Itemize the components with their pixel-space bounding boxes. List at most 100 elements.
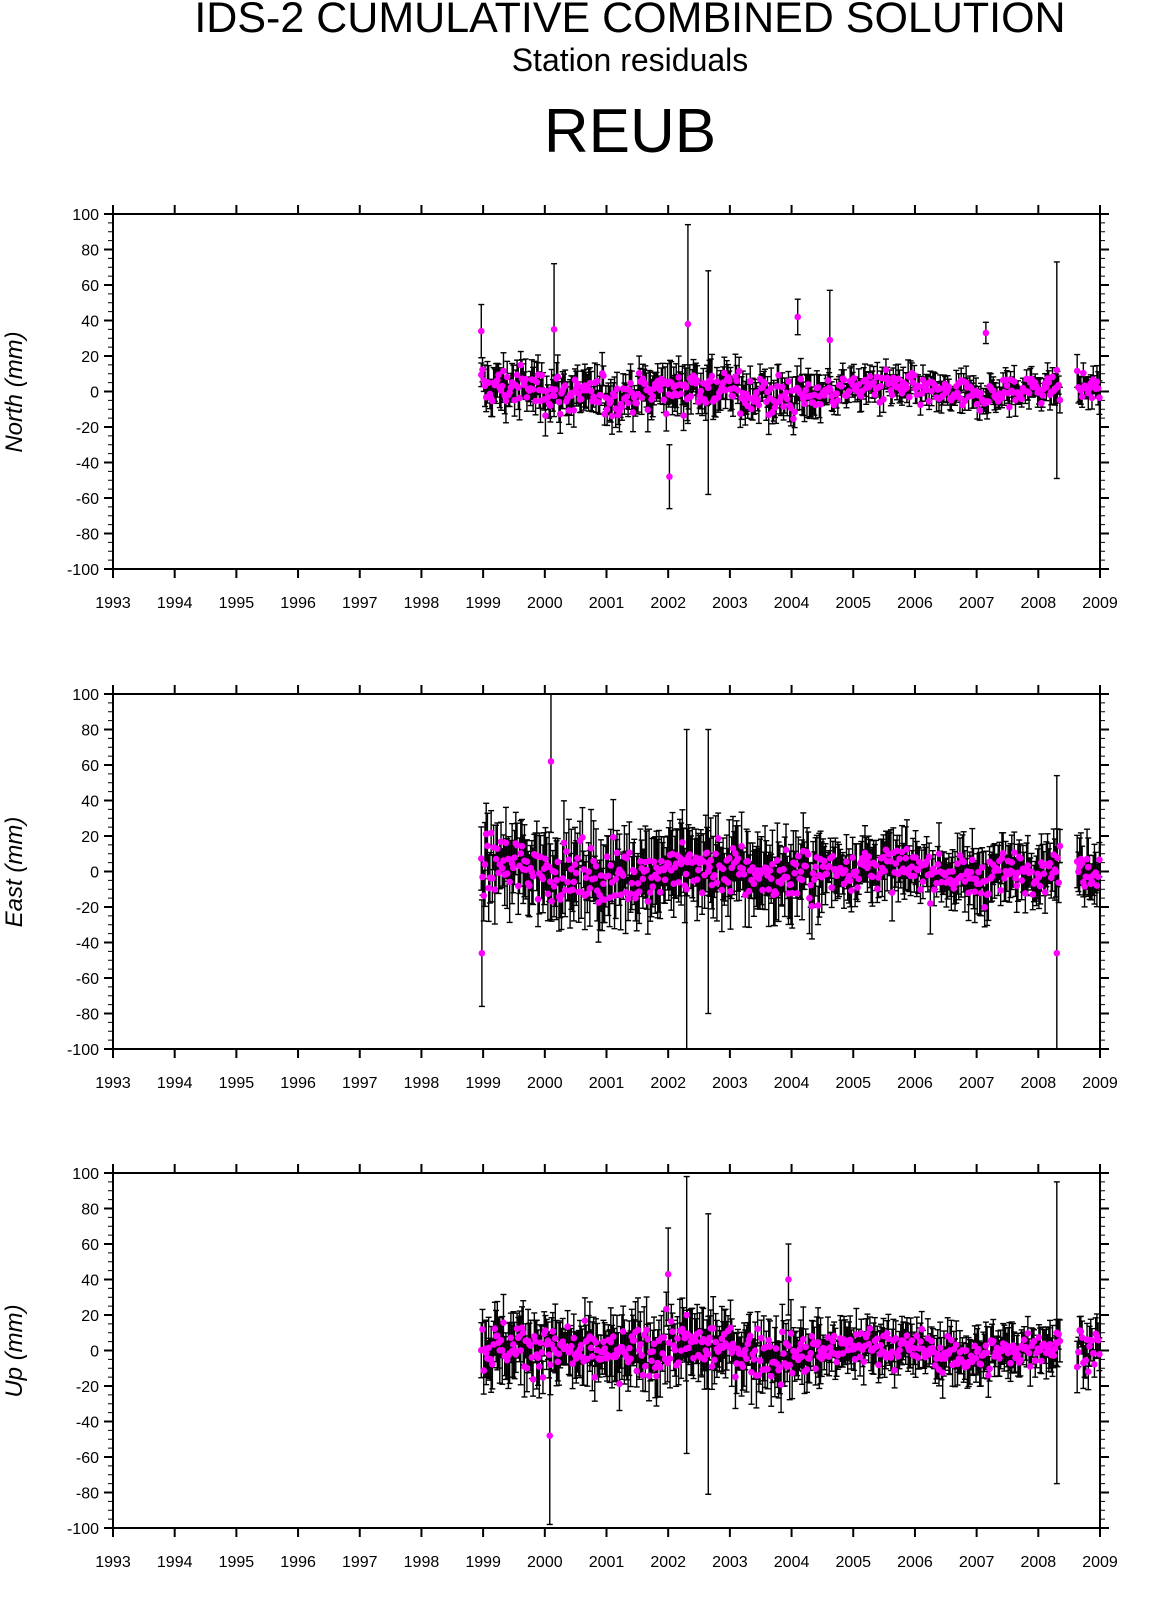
data-point: [928, 387, 935, 395]
data-point: [740, 871, 748, 878]
data-point: [809, 870, 817, 877]
data-point: [739, 865, 747, 873]
data-point: [935, 850, 943, 858]
data-point: [623, 854, 631, 862]
data-point: [797, 375, 805, 383]
data-point: [574, 380, 581, 388]
data-point: [783, 395, 791, 403]
data-point: [906, 393, 913, 401]
data-point: [707, 856, 715, 864]
data-point: [853, 868, 860, 875]
data-point: [869, 873, 876, 881]
data-point: [565, 407, 573, 414]
data-point: [517, 361, 525, 369]
x-tick-label: 2003: [712, 1075, 748, 1092]
x-tick-label: 1999: [465, 1554, 501, 1571]
data-point: [914, 866, 922, 874]
data-point: [1054, 854, 1061, 862]
data-point: [693, 876, 701, 883]
chart-panel-north: 1993 1994 1995 1996 1997 1998 1999 2000 2001 2002…: [1, 205, 1118, 612]
x-tick-label: 1993: [95, 595, 131, 612]
data-point: [1018, 395, 1025, 403]
data-point: [1077, 387, 1085, 394]
data-point: [819, 863, 827, 870]
data-point: [713, 378, 721, 385]
data-point: [592, 862, 600, 870]
data-point: [1078, 393, 1086, 401]
data-point: [642, 380, 649, 387]
data-point: [827, 386, 834, 393]
y-tick-label: 20: [81, 1308, 99, 1325]
data-point: [1056, 842, 1064, 850]
data-point: [569, 886, 576, 894]
data-point: [1052, 868, 1060, 876]
data-point: [1039, 392, 1046, 399]
data-point: [554, 858, 562, 866]
data-point: [683, 885, 690, 893]
data-point: [737, 410, 744, 417]
data-point: [823, 870, 831, 878]
data-point: [793, 889, 801, 897]
x-tick-label: 1997: [342, 1554, 378, 1571]
data-point: [561, 382, 569, 389]
y-tick-label: 0: [90, 385, 99, 402]
data-point: [635, 369, 643, 377]
data-point: [502, 839, 510, 847]
station-name: REUB: [543, 97, 717, 166]
y-tick-label: 40: [81, 314, 99, 331]
data-point: [484, 842, 491, 850]
data-point: [748, 405, 755, 413]
data-point: [514, 384, 522, 391]
y-tick-label: 40: [81, 794, 99, 811]
y-tick-label: 40: [81, 1273, 99, 1290]
data-point: [767, 384, 775, 392]
data-point: [828, 884, 835, 891]
data-point: [826, 336, 834, 344]
data-point: [574, 854, 581, 862]
data-point: [956, 852, 964, 859]
data-point: [971, 888, 979, 895]
data-point: [1055, 879, 1062, 886]
data-point: [550, 392, 558, 400]
y-tick-label: 100: [72, 207, 99, 224]
data-point: [817, 401, 824, 408]
data-point: [833, 872, 840, 880]
data-point: [560, 839, 568, 847]
data-point: [791, 408, 798, 416]
data-point: [606, 894, 613, 901]
data-point: [1096, 394, 1103, 401]
data-point: [804, 851, 812, 858]
data-point: [587, 844, 595, 852]
data-point: [1040, 870, 1048, 877]
data-point: [533, 378, 541, 386]
data-point: [679, 839, 686, 846]
data-point: [489, 397, 496, 405]
x-tick-label: 2008: [1021, 595, 1057, 612]
y-tick-label: 100: [72, 687, 99, 704]
data-point: [503, 373, 511, 381]
x-tick-label: 2005: [835, 1075, 871, 1092]
x-tick-label: 2005: [835, 1554, 871, 1571]
data-point: [1010, 849, 1018, 856]
data-point: [551, 868, 559, 876]
data-point: [1043, 383, 1050, 391]
data-point: [969, 856, 976, 864]
x-tick-label: 2007: [959, 1554, 995, 1571]
data-point: [981, 903, 988, 911]
data-point: [887, 857, 895, 865]
x-tick-label: 2008: [1021, 1554, 1057, 1571]
y-tick-label: 60: [81, 758, 99, 775]
data-point: [938, 878, 945, 886]
data-point: [1055, 381, 1062, 389]
data-point: [985, 398, 992, 405]
data-point: [555, 398, 563, 406]
data-point: [711, 872, 718, 879]
data-point: [802, 386, 810, 394]
data-point: [539, 875, 547, 883]
data-point: [565, 856, 573, 863]
data-point: [556, 410, 564, 418]
data-point: [600, 372, 607, 380]
data-point: [579, 834, 586, 841]
data-point: [849, 854, 856, 861]
x-tick-label: 2009: [1082, 1075, 1118, 1092]
